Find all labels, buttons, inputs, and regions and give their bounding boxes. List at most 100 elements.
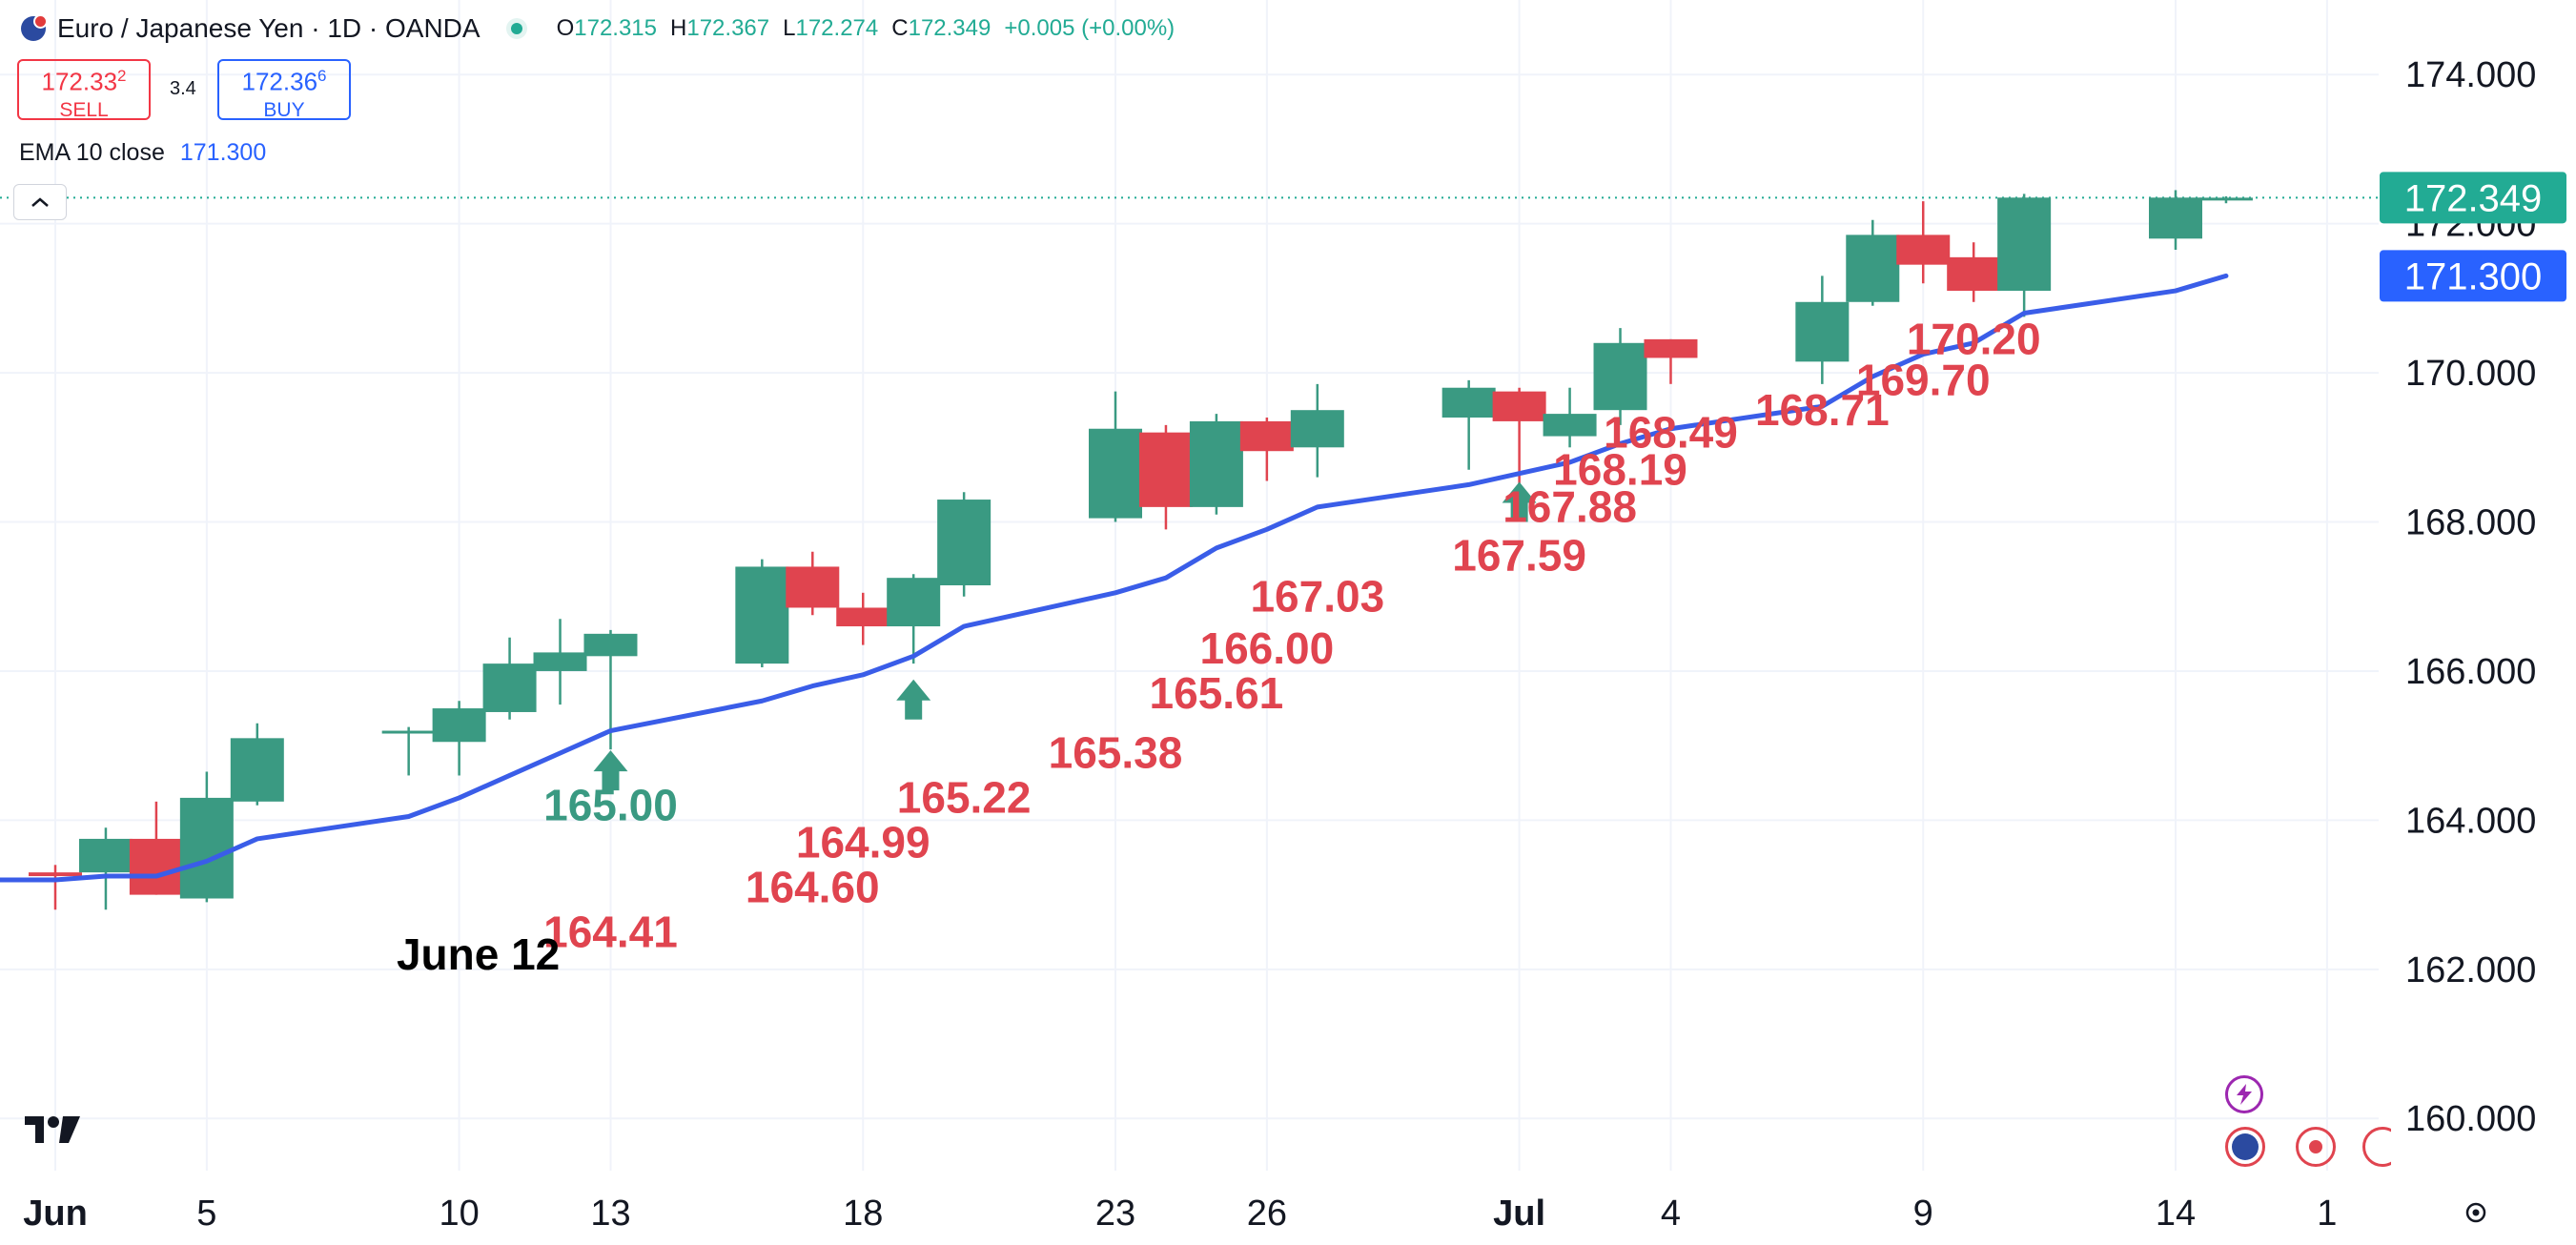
last-price-badge-text: 172.349	[2404, 177, 2543, 219]
low-value: 172.274	[795, 15, 879, 41]
x-tick-label: Jun	[23, 1194, 88, 1234]
candle-body	[179, 797, 234, 899]
price-annotation: 167.59	[1452, 530, 1586, 580]
candle-body	[1492, 391, 1546, 421]
x-tick-label: 9	[1913, 1194, 1933, 1234]
price-annotation: 164.60	[746, 862, 880, 911]
sell-label: SELL	[59, 98, 109, 121]
eu-flag-icon-button[interactable]	[2225, 1127, 2265, 1167]
price-annotation: 170.20	[1907, 315, 2041, 364]
candle-body	[583, 633, 638, 657]
high-label: H	[670, 15, 687, 41]
ohlc-values: O172.315 H172.367 L172.274 C172.349 +0.0…	[557, 15, 1176, 42]
price-annotation: 168.19	[1553, 444, 1687, 494]
ema-line	[0, 273, 2229, 883]
collapse-legend-button[interactable]	[13, 184, 67, 220]
candle-body	[1593, 342, 1647, 411]
buy-signal-arrow	[593, 750, 628, 791]
open-label: O	[556, 15, 575, 41]
candle-body	[1896, 235, 1951, 265]
candle-body	[1846, 235, 1900, 302]
date-annotation: June 12	[397, 929, 560, 979]
candle-body	[1089, 428, 1142, 519]
x-tick-label: 18	[843, 1194, 883, 1234]
candle-body	[1189, 420, 1243, 507]
ema-legend[interactable]: EMA 10 close 171.300	[19, 139, 266, 167]
symbol-title[interactable]: Euro / Japanese Yen · 1D · OANDA	[57, 13, 480, 43]
settings-icon[interactable]	[2462, 1198, 2490, 1235]
x-tick-label: 13	[590, 1194, 630, 1234]
buy-signal-arrow	[896, 679, 931, 720]
price-annotation: 167.88	[1503, 482, 1637, 532]
candle-body	[29, 872, 82, 877]
spread-value: 3.4	[170, 78, 196, 99]
price-annotation: 167.03	[1250, 571, 1384, 621]
candle-body	[1795, 301, 1850, 362]
candle-body	[2149, 197, 2202, 239]
ema-price-badge-text: 171.300	[2404, 255, 2543, 297]
candle-body	[836, 607, 890, 627]
y-tick-label: 168.000	[2405, 503, 2536, 543]
candle-body	[786, 566, 840, 608]
candle-body	[432, 708, 486, 743]
sell-price: 172.33	[41, 67, 118, 96]
record-icon[interactable]	[2296, 1127, 2336, 1167]
candle-body	[381, 730, 436, 734]
sell-price-pip: 2	[117, 67, 127, 85]
buy-signal-arrow	[1502, 481, 1537, 522]
x-tick-label: 1	[2317, 1194, 2337, 1234]
buy-price: 172.36	[241, 67, 318, 96]
record-dot	[2309, 1140, 2322, 1153]
ema-value: 171.300	[179, 139, 267, 166]
candle-body	[482, 663, 537, 712]
lightning-icon[interactable]	[2225, 1075, 2263, 1113]
record-icon-partial[interactable]	[2362, 1127, 2391, 1167]
price-annotation: 169.70	[1856, 356, 1991, 405]
eu-flag-icon	[21, 14, 48, 41]
buy-price-pip: 6	[317, 67, 327, 85]
candle-body	[1644, 338, 1698, 358]
ema-price-badge	[2380, 250, 2566, 302]
legend-header: Euro / Japanese Yen · 1D · OANDA O172.31…	[21, 13, 1175, 44]
candle-body	[1947, 256, 2001, 292]
candle-body	[1441, 387, 1496, 418]
candle-body	[78, 838, 133, 873]
lightning-shape	[2237, 1084, 2252, 1105]
candle-body	[533, 652, 587, 671]
candle-body	[1138, 432, 1193, 507]
tradingview-logo-icon[interactable]	[25, 1112, 84, 1154]
y-tick-label: 160.000	[2405, 1099, 2536, 1139]
price-annotation: 165.38	[1049, 728, 1183, 778]
market-status-icon[interactable]	[510, 23, 522, 34]
buy-button[interactable]: 172.366 BUY	[217, 59, 351, 121]
x-tick-label: Jul	[1493, 1194, 1545, 1234]
price-annotation: 166.00	[1200, 623, 1335, 673]
change-value: +0.005 (+0.00%)	[1004, 15, 1176, 41]
settings-shape	[2465, 1202, 2486, 1223]
candle-body	[1543, 414, 1597, 437]
candle-body	[887, 578, 941, 627]
candle-body	[230, 738, 284, 802]
candle-body	[1997, 197, 2052, 292]
collapse-chevron-icon	[31, 197, 49, 207]
y-tick-label: 164.000	[2405, 801, 2536, 841]
price-annotation: 165.61	[1150, 668, 1284, 718]
low-label: L	[783, 15, 796, 41]
high-value: 172.367	[686, 15, 770, 41]
price-annotation: 168.49	[1604, 407, 1738, 457]
x-tick-label: 23	[1095, 1194, 1135, 1234]
candle-body	[129, 838, 183, 895]
sell-button[interactable]: 172.332 SELL	[17, 59, 151, 121]
tradingview-logo-shape	[25, 1116, 80, 1143]
x-tick-label: 10	[439, 1194, 479, 1234]
close-label: C	[891, 15, 909, 41]
candle-body	[735, 566, 789, 664]
x-tick-label: 26	[1247, 1194, 1287, 1234]
open-value: 172.315	[574, 15, 658, 41]
x-tick-label: 4	[1661, 1194, 1681, 1234]
buy-label: BUY	[263, 98, 305, 121]
candle-body	[1290, 410, 1344, 448]
y-tick-label: 166.000	[2405, 652, 2536, 692]
price-annotation: 164.99	[796, 817, 930, 867]
